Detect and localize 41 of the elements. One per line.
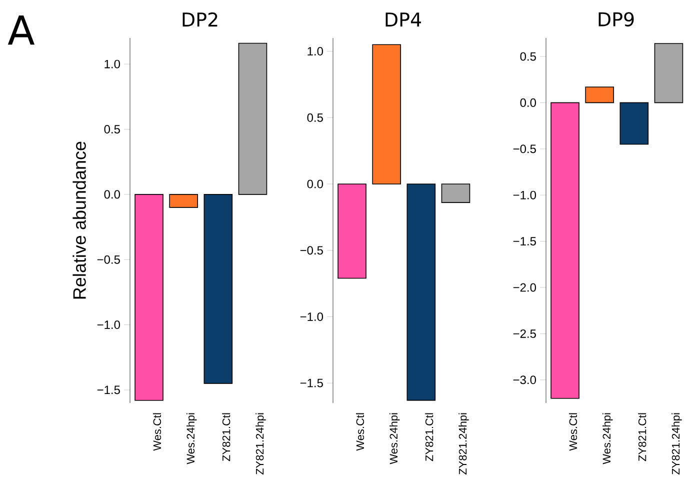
x-tick-label: Wes.Ctl bbox=[356, 413, 364, 451]
y-tick-label: 1.0 bbox=[104, 60, 120, 68]
x-tick-label: Wes.Ctl bbox=[568, 413, 578, 451]
x-tick-label: Wes.24hpi bbox=[602, 413, 613, 464]
y-tick-label: −0.5 bbox=[513, 144, 536, 154]
x-tick-label: ZY821.24hpi bbox=[458, 413, 469, 475]
y-tick-label: −2.0 bbox=[513, 283, 536, 292]
y-tick-label: −1.5 bbox=[300, 378, 323, 388]
bar bbox=[654, 43, 684, 104]
y-tick-label: 0.0 bbox=[307, 180, 324, 188]
chart-title: DP2 bbox=[182, 12, 218, 26]
text: A bbox=[8, 16, 35, 45]
y-tick-label: 0.0 bbox=[520, 98, 536, 107]
bar bbox=[550, 102, 580, 399]
y-tick-label: −3.0 bbox=[513, 376, 536, 384]
y-tick-label: 0.5 bbox=[307, 113, 323, 122]
y-axis-title: Relative abundance bbox=[72, 142, 86, 299]
y-tick-label: 0.5 bbox=[520, 52, 536, 61]
y-tick-label: −0.5 bbox=[97, 255, 120, 264]
y-tick-label: −0.5 bbox=[300, 246, 323, 255]
x-tick-label: Wes.24hpi bbox=[389, 413, 400, 464]
x-tick-label: ZY821.24hpi bbox=[256, 413, 266, 475]
y-tick-label: −1.5 bbox=[97, 386, 120, 394]
y-tick-label: 0.5 bbox=[104, 125, 120, 134]
chart-title: DP4 bbox=[386, 12, 422, 26]
x-tick-label: Wes.24hpi bbox=[186, 413, 197, 464]
y-tick-label: −1.0 bbox=[97, 320, 120, 330]
x-tick-label: ZY821.Ctl bbox=[638, 413, 646, 462]
x-tick-label: ZY821.Ctl bbox=[425, 413, 434, 462]
x-tick-label: ZY821.Ctl bbox=[222, 413, 230, 462]
y-tick-label: 1.0 bbox=[308, 47, 324, 56]
y-tick-label: −2.5 bbox=[513, 329, 536, 338]
bar bbox=[620, 102, 649, 145]
y-tick-label: 0.0 bbox=[104, 190, 120, 199]
y-tick-label: −1.0 bbox=[300, 312, 324, 321]
y-tick-label: −1.5 bbox=[513, 237, 536, 246]
chart-title: DP9 bbox=[598, 12, 634, 26]
y-tick-label: −1.0 bbox=[513, 190, 536, 200]
bar bbox=[585, 86, 614, 104]
x-tick-label: Wes.Ctl bbox=[152, 413, 162, 451]
x-tick-label: ZY821.24hpi bbox=[672, 413, 682, 475]
